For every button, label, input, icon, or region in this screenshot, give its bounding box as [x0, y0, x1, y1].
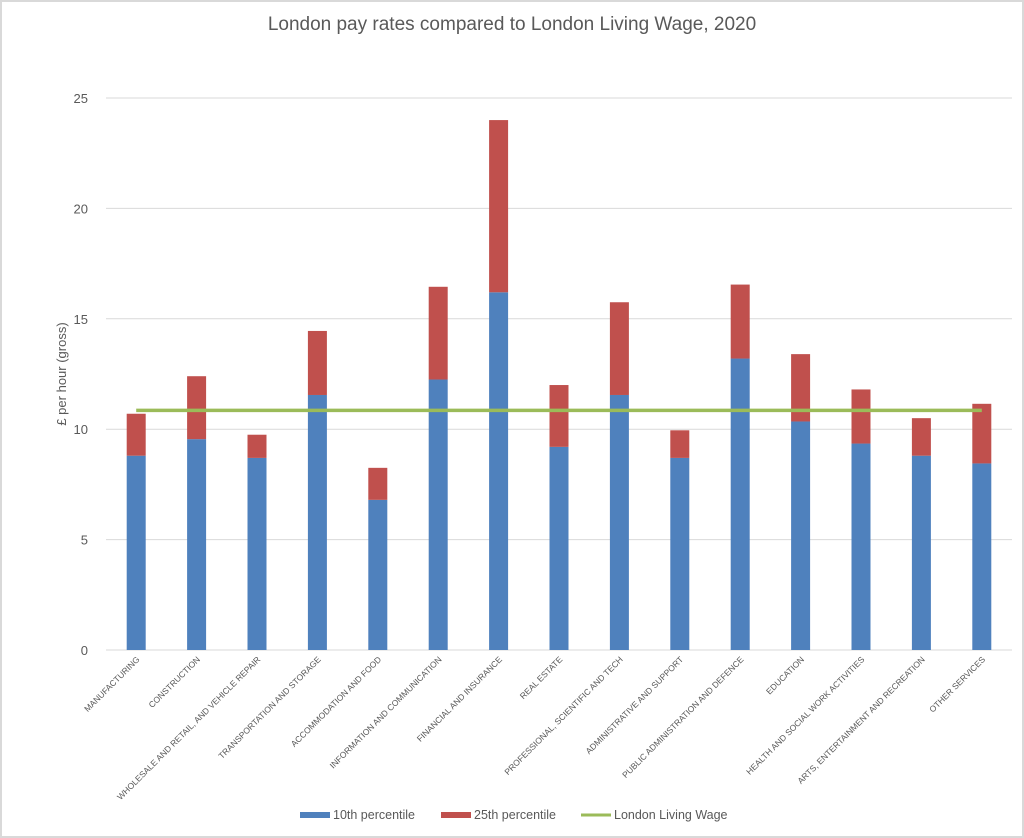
x-category-label: INFORMATION AND COMMUNICATION	[328, 654, 444, 770]
bar-10th-percentile	[609, 394, 629, 650]
bar-25th-percentile	[307, 330, 327, 395]
bar-10th-percentile	[911, 455, 931, 650]
bar-10th-percentile	[791, 421, 811, 650]
x-category-label: TRANSPORTATION AND STORAGE	[216, 654, 323, 761]
bar-10th-percentile	[972, 463, 992, 650]
x-category-label: HEALTH AND SOCIAL WORK ACTIVITIES	[744, 654, 867, 777]
y-axis-label: £ per hour (gross)	[54, 322, 69, 425]
bar-10th-percentile	[307, 394, 327, 650]
bar-25th-percentile	[247, 434, 267, 458]
bar-10th-percentile	[489, 292, 509, 650]
bar-25th-percentile	[549, 385, 569, 447]
x-category-label: PUBLIC ADMINISTRATION AND DEFENCE	[620, 654, 746, 780]
x-category-label: MANUFACTURING	[82, 654, 141, 713]
bar-10th-percentile	[247, 457, 267, 650]
bar-10th-percentile	[549, 446, 569, 650]
y-tick-label: 25	[74, 91, 88, 106]
x-category-label: PROFESSIONAL, SCIENTIFIC AND TECH	[502, 654, 625, 777]
y-tick-label: 0	[81, 643, 88, 658]
bar-25th-percentile	[368, 467, 388, 500]
y-tick-label: 5	[81, 533, 88, 548]
bar-25th-percentile	[730, 284, 750, 359]
legend-label: 10th percentile	[333, 808, 415, 822]
y-tick-label: 15	[74, 312, 88, 327]
y-tick-label: 10	[74, 422, 88, 437]
x-category-label: CONSTRUCTION	[147, 654, 202, 709]
legend-label: London Living Wage	[614, 808, 728, 822]
bar-25th-percentile	[428, 286, 448, 380]
x-category-label: EDUCATION	[764, 654, 806, 696]
legend: 10th percentile 25th percentile London Liv…	[300, 808, 728, 822]
bar-10th-percentile	[670, 457, 690, 650]
legend-swatch	[300, 812, 330, 818]
x-category-label: ARTS, ENTERTAINMENT AND RECREATION	[795, 654, 926, 785]
legend-swatch	[441, 812, 471, 818]
bar-25th-percentile	[851, 389, 871, 444]
bar-25th-percentile	[126, 413, 146, 456]
bar-10th-percentile	[368, 499, 388, 650]
x-category-label: WHOLESALE AND RETAIL, AND VEHICLE REPAIR	[115, 654, 262, 801]
x-category-label: OTHER SERVICES	[927, 654, 987, 714]
bar-10th-percentile	[730, 358, 750, 650]
chart-title: London pay rates compared to London Livi…	[268, 14, 756, 35]
bar-10th-percentile	[187, 439, 207, 650]
bar-25th-percentile	[187, 376, 207, 440]
legend-swatch	[581, 813, 611, 817]
legend-label: 25th percentile	[474, 808, 556, 822]
bar-25th-percentile	[489, 120, 509, 293]
bar-25th-percentile	[911, 418, 931, 456]
bar-25th-percentile	[791, 354, 811, 422]
x-category-label: REAL ESTATE	[518, 654, 565, 701]
bar-25th-percentile	[609, 302, 629, 395]
bar-10th-percentile	[851, 443, 871, 650]
bar-10th-percentile	[126, 455, 146, 650]
bar-25th-percentile	[670, 430, 690, 458]
bar-25th-percentile	[972, 403, 992, 464]
bar-10th-percentile	[428, 379, 448, 650]
bars	[126, 120, 992, 650]
y-tick-label: 20	[74, 201, 88, 216]
x-category-label: ADMINISTRATIVE AND SUPPORT	[584, 654, 686, 756]
y-axis-ticks: 0 5 10 15 20 25	[74, 91, 88, 658]
